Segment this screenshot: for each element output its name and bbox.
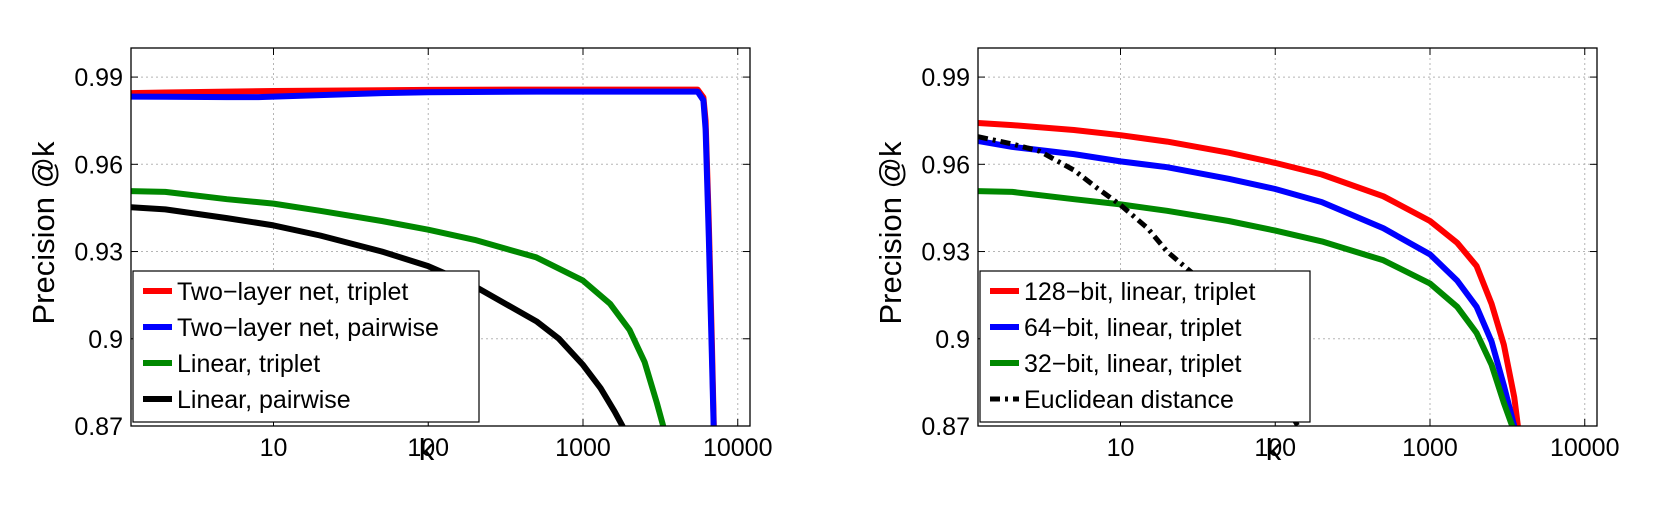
series-line-2 [131, 188, 667, 426]
series-line-3 [978, 134, 1301, 426]
x-tick-label: 100 [407, 434, 449, 462]
y-tick-label: 0.96 [921, 151, 970, 179]
legend-box [132, 270, 480, 423]
x-tick-label: 10000 [1550, 434, 1620, 462]
x-tick-label: 10000 [703, 434, 773, 462]
y-tick-label: 0.9 [935, 326, 970, 354]
x-tick-label: 1000 [555, 434, 611, 462]
y-axis-label: Precision @k [26, 141, 61, 325]
legend-label: Two−layer net, triplet [177, 278, 408, 306]
x-tick-label: 10 [260, 434, 288, 462]
legend-label: Euclidean distance [1024, 386, 1234, 414]
chart-right: 0.87 0.9 0.93 0.96 0.99 10 100 1000 10000 k Precis… [873, 47, 1620, 467]
y-tick-label: 0.9 [88, 326, 123, 354]
series-line-1 [978, 138, 1518, 426]
legend-label: 64−bit, linear, triplet [1024, 314, 1242, 342]
x-axis-label: k [1266, 432, 1282, 467]
series-group [978, 120, 1521, 426]
axes-frame [130, 47, 751, 427]
x-tick-label: 1000 [1402, 434, 1458, 462]
series-line-0 [978, 120, 1521, 426]
x-tick-label: 10 [1107, 434, 1135, 462]
y-tick-label: 0.99 [921, 64, 970, 92]
legend-label: 128−bit, linear, triplet [1024, 278, 1255, 306]
legend-label: Two−layer net, pairwise [177, 314, 439, 342]
y-tick-label: 0.87 [74, 413, 123, 441]
legend-label: Linear, pairwise [177, 386, 351, 414]
legend-label: Linear, triplet [177, 350, 320, 378]
legend: 128−bit, linear, triplet 64−bit, linear, … [979, 270, 1311, 423]
y-tick-label: 0.99 [74, 64, 123, 92]
legend-label: 32−bit, linear, triplet [1024, 350, 1242, 378]
series-line-1 [131, 88, 717, 426]
y-tick-label: 0.93 [74, 239, 123, 267]
y-tick-label: 0.87 [921, 413, 970, 441]
y-axis-label: Precision @k [873, 141, 908, 325]
y-tick-label: 0.96 [74, 151, 123, 179]
legend-box [979, 270, 1311, 423]
axes-frame [977, 47, 1598, 427]
chart-left: 0.87 0.9 0.93 0.96 0.99 10 100 1000 10000 k Precis… [26, 47, 773, 467]
x-tick-label: 100 [1254, 434, 1296, 462]
x-axis-label: k [419, 432, 435, 467]
series-line-2 [978, 188, 1516, 426]
y-tick-label: 0.93 [921, 239, 970, 267]
legend: Two−layer net, triplet Two−layer net, pai… [132, 270, 480, 423]
